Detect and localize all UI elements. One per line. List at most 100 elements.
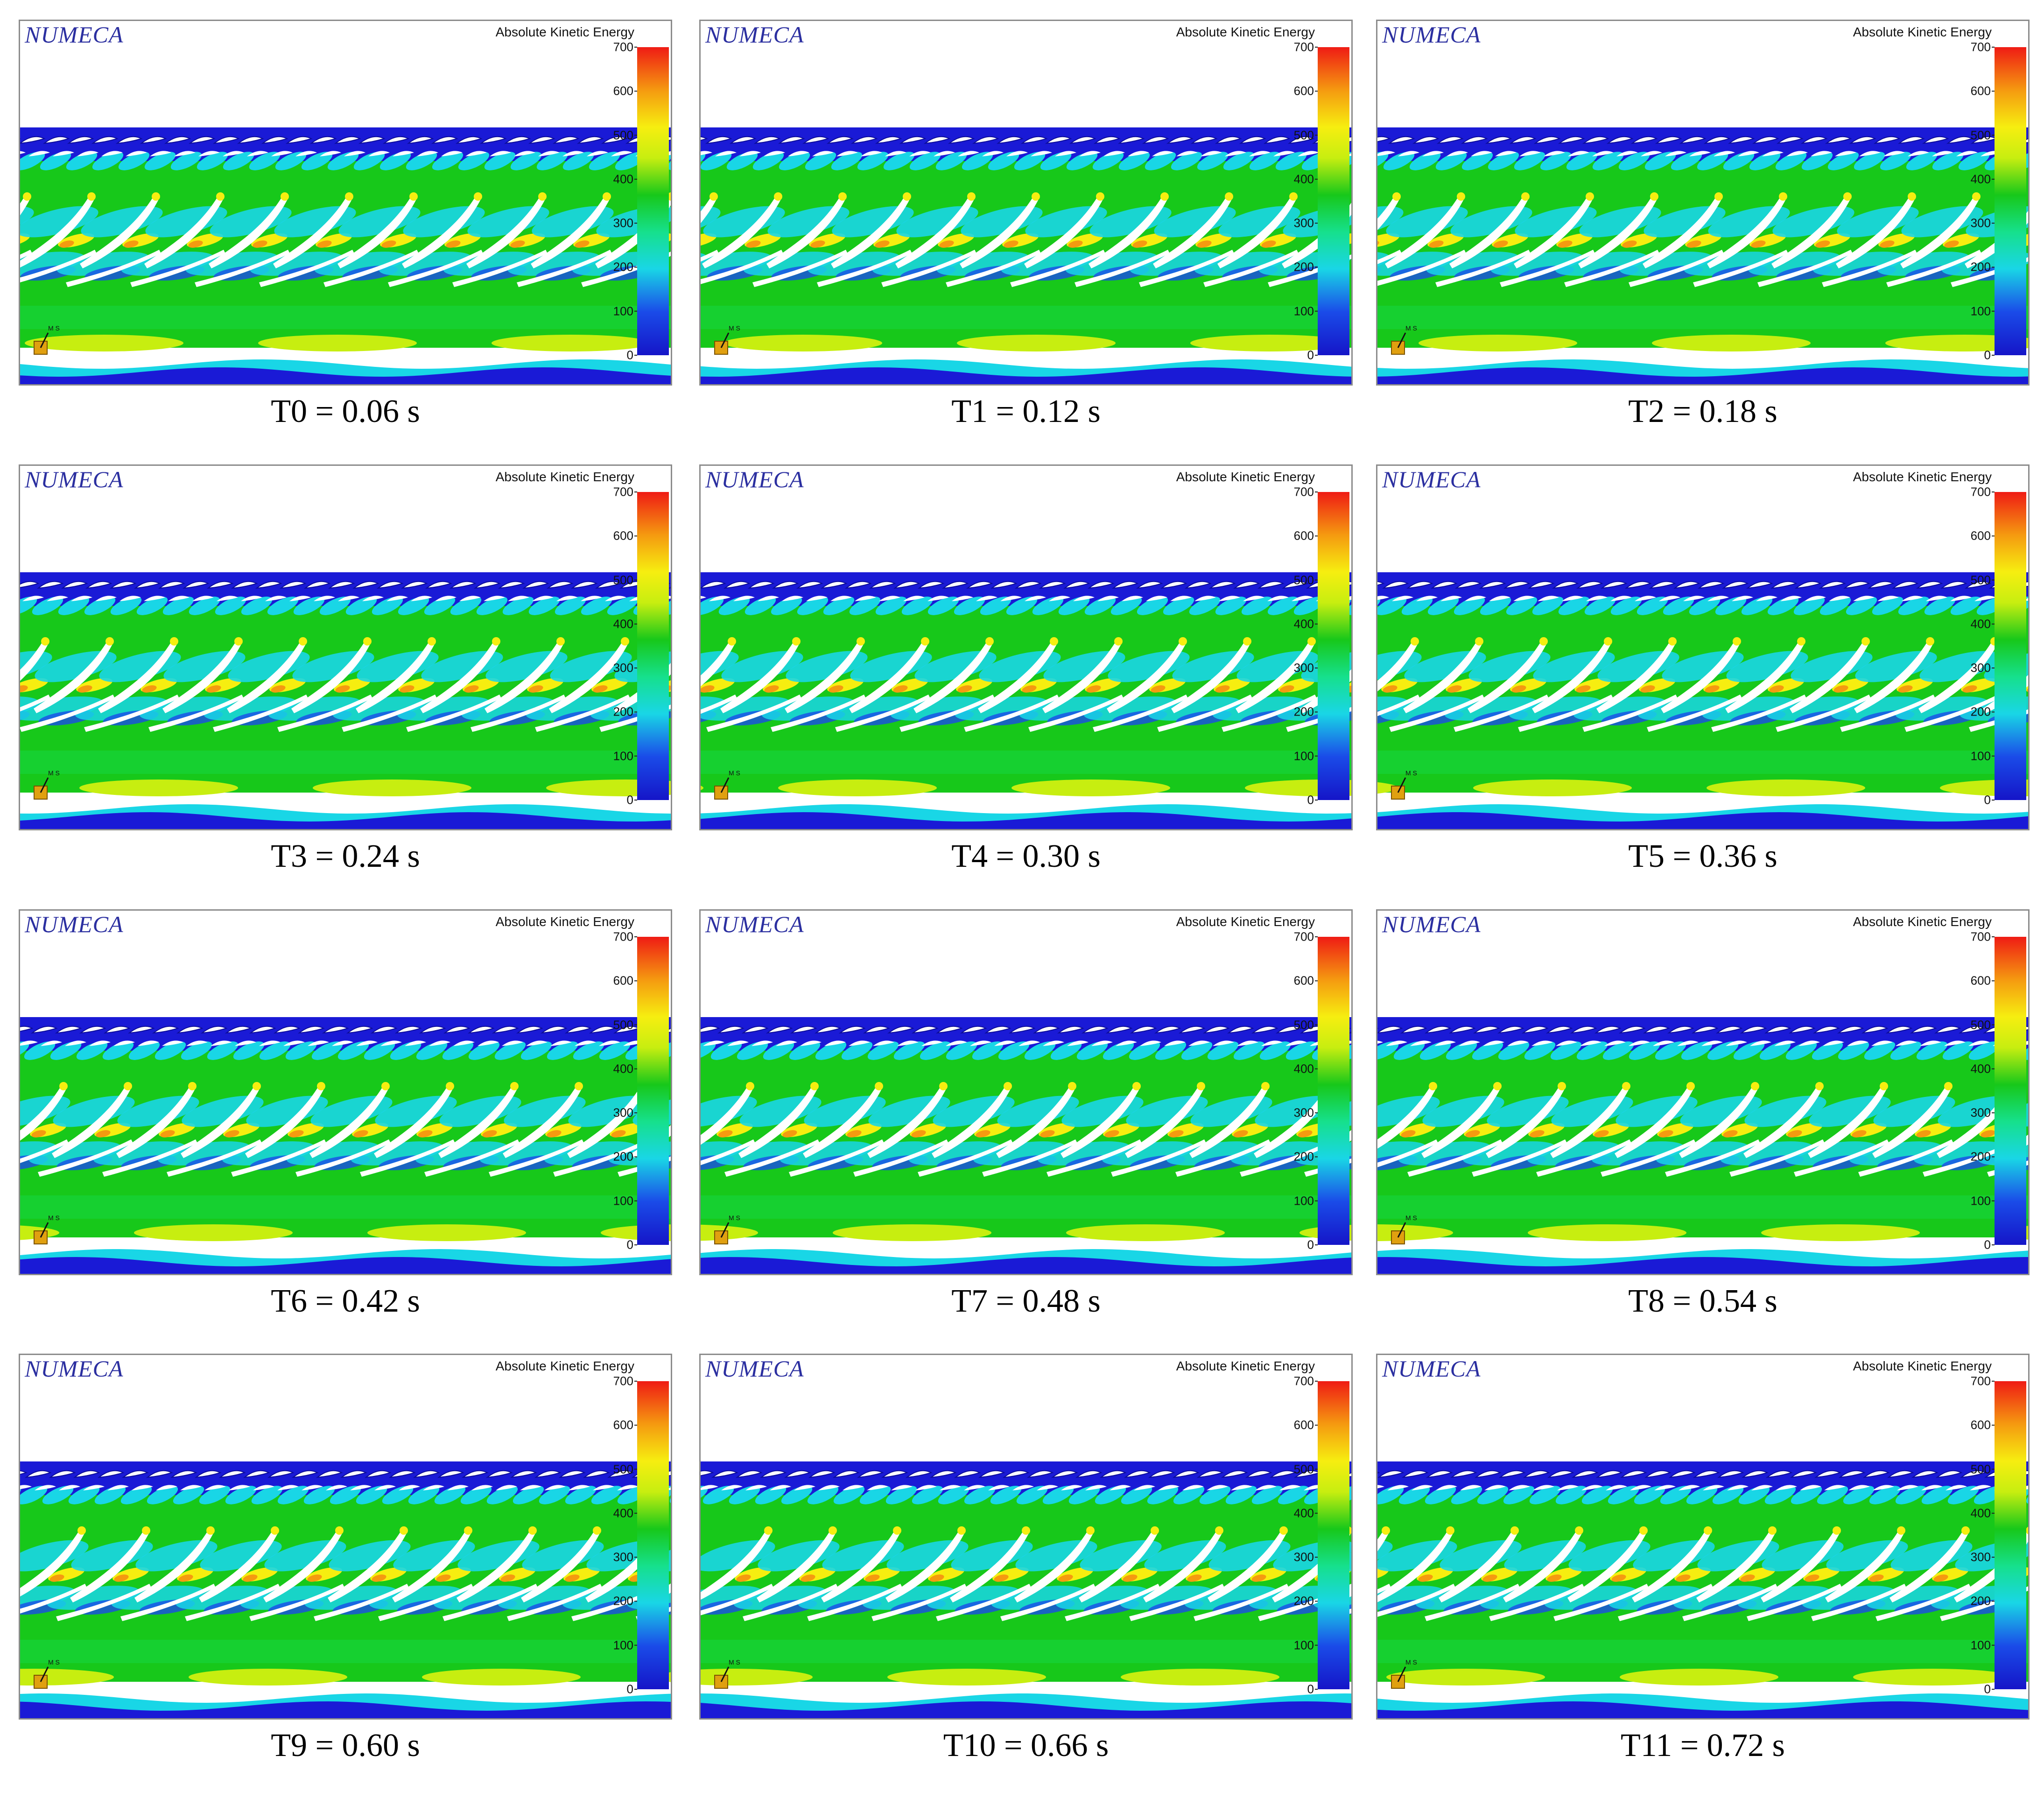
stator-blade — [1595, 1470, 1623, 1478]
stator-blade — [109, 581, 137, 589]
stator-blade — [1178, 1025, 1206, 1034]
colorbar — [1318, 492, 1349, 800]
axis-triad-label: M S — [1405, 769, 1417, 777]
stator-blade — [443, 1025, 471, 1034]
rotor-blade — [1403, 639, 1482, 713]
rotor-blade — [1872, 1084, 1952, 1158]
colorbar-tick-label: 400 — [613, 1506, 633, 1520]
stator-blade — [1008, 1025, 1036, 1034]
stator-blade — [55, 1025, 82, 1034]
time-caption: T11 = 0.72 s — [1621, 1728, 1785, 1763]
rotor-blade — [328, 1529, 407, 1602]
rotor-blade — [613, 663, 671, 713]
rotor-blade — [1532, 639, 1611, 713]
stator-blade — [1873, 136, 1901, 144]
stator-blade — [1172, 1470, 1200, 1478]
colorbar-tick-label: 300 — [1970, 660, 1991, 675]
stator-blade — [1740, 1025, 1767, 1034]
stator-blade — [309, 136, 337, 144]
stator-blade — [1964, 581, 1992, 589]
colorbar-tick-label: 600 — [613, 84, 633, 98]
rotor-blade — [831, 195, 910, 268]
rotor-blade — [144, 195, 224, 268]
stator-blade — [1897, 136, 1925, 144]
stator-blade — [1618, 1025, 1646, 1034]
stator-blade — [905, 1470, 933, 1478]
snapshot-cell: NUMECA Absolute Kinetic Energy 700 600 500 40… — [19, 464, 672, 909]
rotor-blade — [913, 639, 993, 713]
rotor-blade — [785, 639, 864, 713]
colorbar-ticks: 700 600 500 400 300 200 100 0 — [1281, 40, 1314, 362]
rotor-blade — [20, 1084, 67, 1141]
hub-flow-lens — [701, 1669, 813, 1686]
stator-blade — [832, 1470, 860, 1478]
stator-blade — [723, 581, 751, 589]
stator-blade — [1473, 1025, 1500, 1034]
colorbar-tick-label: 300 — [1293, 660, 1314, 675]
stator-blade — [1063, 581, 1090, 589]
stator-blade — [358, 136, 386, 144]
snapshot-cell: NUMECA Absolute Kinetic Energy 700 600 500 40… — [19, 909, 672, 1354]
stator-blade — [212, 136, 240, 144]
stator-blade — [607, 1470, 634, 1478]
kinetic-energy-contour — [1377, 492, 2028, 829]
hub-flow-lens — [492, 335, 650, 351]
stator-blade — [1105, 1025, 1133, 1034]
stator-blade — [772, 581, 799, 589]
colorbar-tick-label: 700 — [1293, 40, 1314, 54]
stator-blade — [911, 1025, 939, 1034]
rotor-blade — [932, 1084, 1011, 1158]
colorbar-tick-label: 500 — [613, 573, 633, 587]
stator-blade — [1570, 1025, 1597, 1034]
rotor-blade — [227, 639, 306, 713]
rotor-blade — [1143, 1529, 1222, 1602]
axis-triad-label: M S — [729, 769, 740, 777]
stator-blade — [449, 581, 477, 589]
stator-blade — [820, 581, 848, 589]
colorbar-tick-label: 200 — [613, 260, 633, 274]
rotor-blade — [867, 1084, 947, 1158]
stator-blade — [717, 1025, 745, 1034]
stator-blade — [1764, 1025, 1791, 1034]
stator-blade — [705, 136, 732, 144]
stator-blade — [564, 1025, 592, 1034]
colorbar-tick-label: 400 — [1970, 617, 1991, 631]
stator-blade — [267, 1470, 295, 1478]
stator-blade — [1057, 1025, 1084, 1034]
rotor-blade — [199, 1529, 278, 1602]
stator-blade — [1794, 581, 1822, 589]
colorbar-tick-label: 600 — [613, 973, 633, 988]
stator-blade — [1093, 136, 1121, 144]
stator-blade — [1911, 1470, 1939, 1478]
stator-blade — [1503, 581, 1531, 589]
rotor-blade — [466, 195, 546, 268]
colorbar-tick-label: 600 — [1970, 973, 1991, 988]
stator-blade — [485, 1470, 513, 1478]
colorbar-tick-label: 0 — [1307, 348, 1314, 362]
stator-blade — [1400, 1025, 1427, 1034]
stator-blade — [1245, 1470, 1272, 1478]
stator-blade — [972, 136, 999, 144]
rotor-blade — [392, 1529, 471, 1602]
rotor-blade — [1125, 1084, 1204, 1158]
stator-blade — [1166, 136, 1194, 144]
colorbar-tick-label: 500 — [1970, 128, 1991, 142]
time-caption: T10 = 0.66 s — [943, 1728, 1109, 1763]
hub-band — [701, 812, 1351, 829]
stator-blade — [103, 1025, 131, 1034]
snapshot-cell: NUMECA Absolute Kinetic Energy 700 600 500 40… — [699, 464, 1353, 909]
time-caption: T1 = 0.12 s — [951, 393, 1101, 429]
stator-blade — [1075, 1470, 1103, 1478]
stator-blade — [206, 581, 234, 589]
stator-blade — [1523, 1470, 1550, 1478]
rotor-blade — [503, 1084, 582, 1158]
rotor-blade — [1449, 195, 1529, 268]
stator-blade — [1497, 1025, 1524, 1034]
colorbar-ticks: 700 600 500 400 300 200 100 0 — [1281, 930, 1314, 1252]
stator-blade — [1667, 1025, 1694, 1034]
colorbar-ticks: 700 600 500 400 300 200 100 0 — [1281, 1374, 1314, 1696]
colorbar-tick-label: 0 — [1984, 348, 1991, 362]
stator-blade — [966, 581, 993, 589]
rotor-blade — [821, 1529, 900, 1602]
stator-blade — [273, 1025, 301, 1034]
